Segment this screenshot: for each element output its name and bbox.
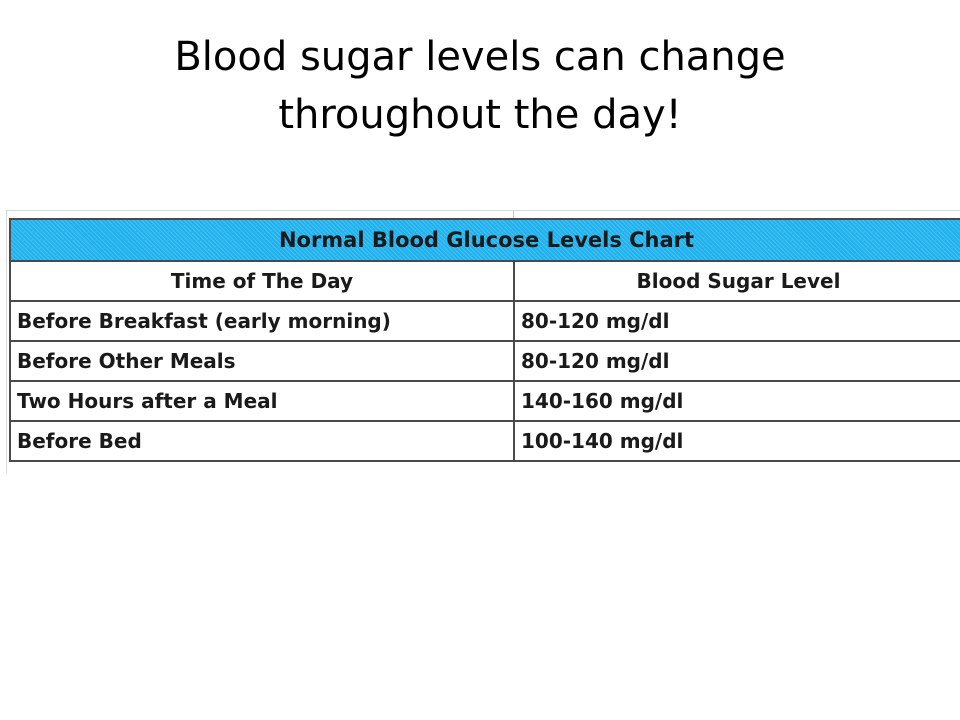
- level-cell: 140-160 mg/dl: [512, 380, 960, 422]
- slide-title-line-1: Blood sugar levels can change: [174, 34, 786, 80]
- grid-tick: [513, 211, 514, 219]
- glucose-levels-table: Normal Blood Glucose Levels Chart Time o…: [8, 218, 960, 462]
- time-cell: Before Breakfast (early morning): [9, 300, 515, 342]
- column-header-time: Time of The Day: [9, 260, 515, 302]
- slide-title: Blood sugar levels can change throughout…: [40, 28, 920, 144]
- table-image-area: Normal Blood Glucose Levels Chart Time o…: [6, 210, 960, 473]
- level-cell: 80-120 mg/dl: [512, 300, 960, 342]
- table-header-row: Time of The Day Blood Sugar Level: [9, 260, 960, 302]
- table-row: Before Breakfast (early morning) 80-120 …: [9, 300, 960, 342]
- level-cell: 100-140 mg/dl: [512, 420, 960, 462]
- time-cell: Before Other Meals: [9, 340, 515, 382]
- time-cell: Two Hours after a Meal: [9, 380, 515, 422]
- column-header-level: Blood Sugar Level: [512, 260, 960, 302]
- level-cell: 80-120 mg/dl: [512, 340, 960, 382]
- table-caption-row: Normal Blood Glucose Levels Chart: [8, 218, 960, 262]
- table-row: Before Other Meals 80-120 mg/dl: [9, 340, 960, 382]
- slide-title-line-2: throughout the day!: [278, 92, 682, 138]
- table-caption: Normal Blood Glucose Levels Chart: [8, 218, 960, 262]
- table-row: Before Bed 100-140 mg/dl: [9, 420, 960, 462]
- table-row: Two Hours after a Meal 140-160 mg/dl: [9, 380, 960, 422]
- time-cell: Before Bed: [9, 420, 515, 462]
